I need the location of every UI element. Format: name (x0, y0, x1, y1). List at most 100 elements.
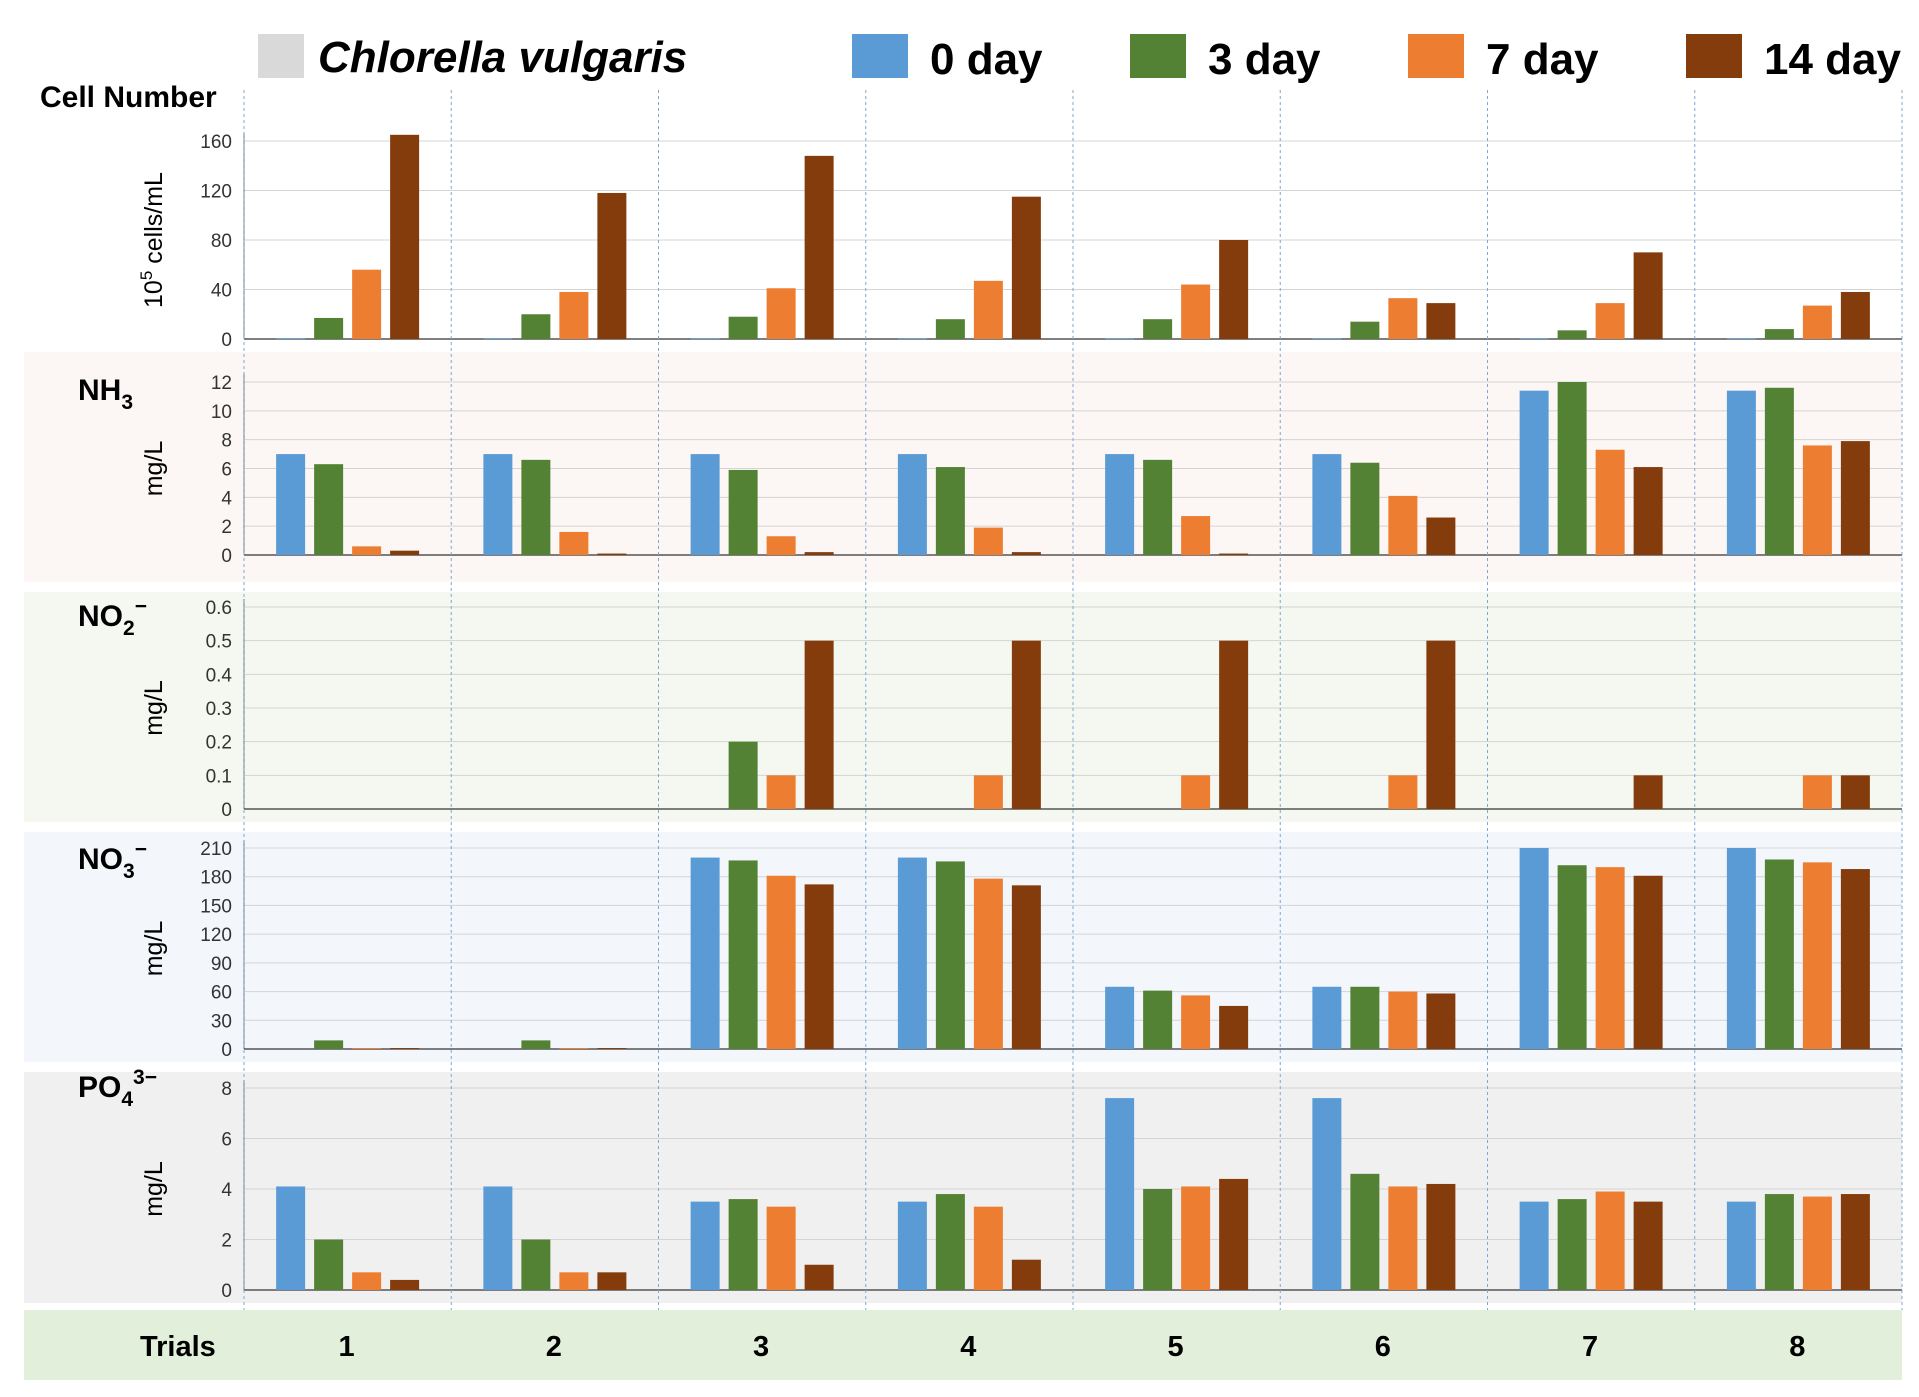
trial-label-2: 2 (546, 1331, 562, 1363)
trial-label-5: 5 (1168, 1331, 1184, 1363)
bar-4-trial6-s1 (1312, 986, 1342, 1049)
bar-1-trial1-s1 (276, 338, 306, 340)
bar-1-trial4-s4 (1011, 196, 1041, 339)
bar-5-trial6-s4 (1426, 1183, 1456, 1290)
legend-label-2: 3 day (1208, 35, 1321, 84)
bar-5-trial1-s1 (276, 1186, 306, 1290)
y-tick-label: 0.2 (206, 733, 232, 754)
bar-4-trial7-s4 (1633, 875, 1663, 1049)
y-tick-label: 4 (221, 488, 232, 509)
bar-1-trial2-s2 (521, 314, 551, 339)
legend: Chlorella vulgaris 0 day 3 day 7 day 14 day (258, 33, 1902, 84)
legend-label-1: 0 day (930, 35, 1043, 84)
y-tick-label: 4 (221, 1180, 232, 1201)
bar-2-trial6-s4 (1426, 517, 1456, 555)
bar-4-trial7-s2 (1557, 865, 1587, 1049)
y-tick-label: 10 (211, 402, 232, 423)
bar-3-trial7-s4 (1633, 775, 1663, 809)
bar-5-trial3-s3 (766, 1206, 796, 1290)
bar-2-trial1-s3 (352, 546, 382, 555)
bar-1-trial5-s4 (1219, 240, 1249, 339)
bar-2-trial5-s4 (1219, 553, 1249, 555)
bar-4-trial2-s4 (597, 1048, 627, 1049)
bar-4-trial3-s1 (690, 857, 720, 1049)
bar-5-trial5-s1 (1105, 1098, 1135, 1290)
bar-2-trial8-s4 (1840, 441, 1870, 555)
y-tick-label: 0 (221, 800, 232, 821)
y-tick-label: 8 (221, 1079, 232, 1100)
bar-3-trial6-s4 (1426, 640, 1456, 809)
y-tick-label: 30 (211, 1011, 232, 1032)
bar-2-trial5-s2 (1143, 459, 1173, 555)
trial-label-6: 6 (1375, 1331, 1391, 1363)
trial-label-1: 1 (339, 1331, 355, 1363)
bar-1-trial4-s3 (973, 280, 1003, 339)
bar-4-trial7-s1 (1519, 848, 1549, 1049)
bar-2-trial5-s1 (1105, 454, 1135, 555)
bar-5-trial7-s3 (1595, 1191, 1625, 1290)
trials-label: Trials (140, 1331, 216, 1363)
legend-label-3: 7 day (1486, 35, 1599, 84)
bar-5-trial3-s1 (690, 1201, 720, 1290)
bar-5-trial3-s2 (728, 1199, 758, 1290)
bar-2-trial7-s4 (1633, 467, 1663, 555)
y-tick-label: 0 (221, 330, 232, 351)
y-tick-label: 0.4 (206, 665, 233, 686)
bar-2-trial8-s1 (1726, 390, 1756, 555)
bar-1-trial1-s4 (390, 134, 420, 339)
y-axis-label: mg/L (140, 441, 168, 497)
bar-2-trial4-s3 (973, 527, 1003, 555)
bar-1-trial6-s2 (1350, 321, 1380, 339)
panel-background (24, 86, 1902, 350)
bar-1-trial7-s2 (1557, 330, 1587, 339)
legend-swatch-2 (1130, 34, 1186, 78)
bar-2-trial1-s1 (276, 454, 306, 555)
panel-title: Cell Number (40, 81, 217, 114)
trial-label-4: 4 (960, 1331, 976, 1363)
bar-2-trial1-s2 (314, 464, 344, 555)
y-tick-label: 6 (221, 1130, 232, 1151)
panel-3: 0 0.1 0.2 0.3 0.4 0.5 0.6 mg/L NO2− (24, 592, 1902, 822)
bar-2-trial2-s2 (521, 459, 551, 555)
bar-2-trial3-s3 (766, 536, 796, 555)
bar-2-trial2-s4 (597, 553, 627, 555)
bar-5-trial1-s4 (390, 1279, 420, 1290)
bar-1-trial6-s3 (1388, 298, 1418, 339)
bar-1-trial7-s3 (1595, 303, 1625, 339)
bar-5-trial8-s1 (1726, 1201, 1756, 1290)
y-tick-label: 180 (200, 868, 232, 889)
bar-1-trial7-s4 (1633, 252, 1663, 339)
bar-2-trial7-s3 (1595, 449, 1625, 555)
bar-5-trial4-s3 (973, 1206, 1003, 1290)
bar-5-trial4-s1 (897, 1201, 927, 1290)
bar-3-trial5-s4 (1219, 640, 1249, 809)
bar-3-trial8-s3 (1802, 775, 1832, 809)
bar-5-trial5-s2 (1143, 1189, 1173, 1290)
bar-1-trial6-s1 (1312, 338, 1342, 340)
legend-swatch-1 (852, 34, 908, 78)
bar-5-trial6-s1 (1312, 1098, 1342, 1290)
bar-3-trial3-s2 (728, 741, 758, 809)
y-axis-label: 105 cells/mL (137, 172, 168, 308)
bar-4-trial1-s2 (314, 1040, 344, 1049)
y-tick-label: 0.6 (206, 598, 232, 619)
bar-5-trial5-s3 (1181, 1186, 1211, 1290)
panel-title: NO2− (78, 595, 147, 640)
y-tick-label: 2 (221, 1231, 232, 1252)
bar-3-trial5-s3 (1181, 775, 1211, 809)
bar-1-trial7-s1 (1519, 338, 1549, 340)
y-tick-label: 2 (221, 517, 232, 538)
y-axis-label: mg/L (140, 1161, 168, 1217)
y-tick-label: 0 (221, 1281, 232, 1302)
bar-5-trial2-s2 (521, 1239, 551, 1290)
panel-title: NH3 (78, 374, 133, 414)
trial-label-3: 3 (753, 1331, 769, 1363)
bar-4-trial8-s2 (1764, 859, 1794, 1049)
y-tick-label: 0 (221, 546, 232, 567)
bar-4-trial2-s2 (521, 1040, 551, 1049)
bar-1-trial8-s4 (1840, 291, 1870, 339)
bar-1-trial4-s2 (935, 319, 965, 339)
bar-4-trial3-s4 (804, 884, 834, 1049)
